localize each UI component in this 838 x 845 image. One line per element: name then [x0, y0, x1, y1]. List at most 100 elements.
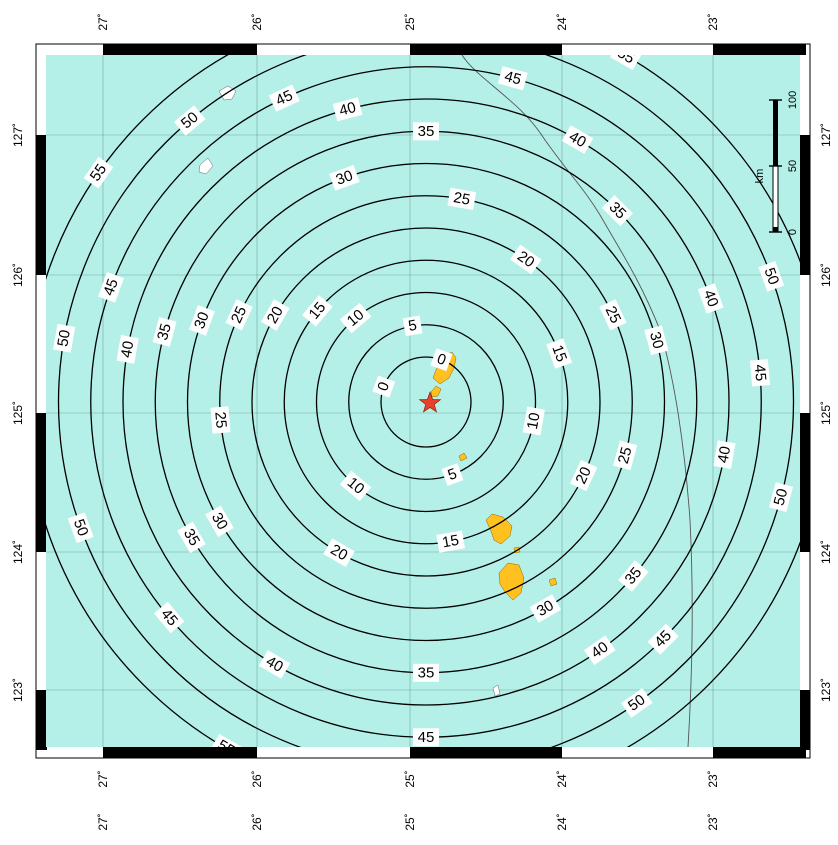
contour-label: 40 [258, 650, 291, 679]
white-island-3 [492, 684, 501, 697]
contour-label: 0 [430, 348, 453, 372]
right-tick-label: 123˚ [819, 678, 833, 702]
contour-label: 10 [522, 406, 545, 436]
bottom-tick-label: 24˚ [555, 770, 569, 787]
right-tick-label: 125˚ [819, 401, 833, 425]
frame-segment [103, 747, 257, 758]
frame-segment [410, 747, 562, 758]
contour-5 [348, 324, 504, 480]
contour-50 [57, 55, 795, 747]
contour-label-text: 40 [588, 638, 611, 661]
contour-label-text: 25 [452, 189, 471, 209]
contour-label-text: 40 [700, 288, 722, 309]
contour-label: 50 [67, 512, 94, 543]
top-tick-label: 23˚ [706, 13, 720, 30]
contour-label: 40 [332, 97, 363, 122]
contour-label-text: 15 [441, 532, 460, 552]
contour-label-text: 20 [572, 464, 594, 486]
contour-label: 50 [620, 688, 653, 718]
contour-labels: 0055101010151515202020202525252525303030… [52, 55, 794, 800]
contour-label: 55 [515, 776, 545, 800]
contour-label-text: 40 [715, 445, 735, 464]
contour-label-text: 40 [118, 340, 138, 359]
contour-label-text: 45 [503, 68, 524, 89]
left-tick-label: 124˚ [11, 540, 25, 564]
frame-segment [799, 413, 810, 552]
contour-label-text: 40 [337, 99, 358, 120]
contour-label: 30 [529, 594, 562, 623]
contour-label-text: 35 [418, 123, 435, 140]
contour-label: 15 [546, 338, 573, 369]
contour-label-text: 50 [70, 517, 92, 538]
scale-bar-segment [773, 100, 778, 166]
contour-label-text: 25 [615, 445, 636, 466]
right-tick-label: 124˚ [819, 540, 833, 564]
contour-label: 20 [570, 459, 598, 492]
contour-label-text: 25 [602, 304, 624, 326]
contour-label-text: 15 [548, 343, 570, 364]
right-tick-label: 126˚ [819, 263, 833, 287]
contour-label: 55 [210, 733, 242, 760]
contour-label: 50 [758, 261, 785, 292]
contour-label-text: 25 [228, 304, 250, 326]
island-south [498, 562, 525, 601]
contour-label-text: 5 [407, 317, 418, 335]
contour-40 [122, 98, 730, 706]
contour-label: 40 [697, 283, 724, 314]
tick-labels: 27˚ 26˚ 25˚ 24˚ 23˚ 27˚ 26˚ 25˚ 24˚ 23˚ 27˚ 26˚ 25˚ 2… [11, 13, 833, 830]
scale-bar-segment [772, 165, 779, 233]
contour-label-text: 30 [534, 597, 557, 620]
bottom-tick-label: 26˚ [250, 770, 264, 787]
contour-label: 45 [647, 623, 679, 655]
contour-label: 40 [116, 335, 139, 364]
contour-label: 45 [268, 84, 300, 112]
island-south-dot [548, 577, 558, 587]
contour-label-text: 45 [418, 729, 435, 746]
bottom-tick-label: 25˚ [403, 770, 417, 787]
contour-label: 5 [441, 463, 464, 486]
contour-label-text: 30 [646, 330, 667, 351]
contour-label-text: 20 [264, 304, 287, 327]
contour-label: 25 [613, 440, 638, 471]
contour-label-text: 45 [273, 87, 295, 109]
frame-segment [103, 44, 257, 55]
bottom-tick-label-2: 23˚ [706, 813, 720, 830]
contour-label-text: 50 [760, 266, 782, 287]
island-small [430, 385, 442, 398]
top-tick-label: 25˚ [403, 13, 417, 30]
contour-label-text: 55 [519, 778, 540, 799]
bottom-tick-label-2: 26˚ [250, 813, 264, 830]
contour-label-text: 50 [54, 329, 74, 348]
contour-label: 50 [174, 105, 206, 136]
contour-label-text: 20 [514, 248, 537, 271]
frame-segment [36, 690, 47, 750]
top-tick-label: 24˚ [555, 13, 569, 30]
contour-label: 55 [83, 156, 114, 189]
contour-label: 25 [210, 406, 231, 434]
star-icon [418, 391, 442, 413]
contour-label: 35 [177, 521, 206, 554]
contour-label: 35 [413, 122, 439, 141]
white-island-2 [198, 157, 214, 175]
contour-label: 45 [153, 601, 185, 634]
contour-label-text: 10 [524, 411, 544, 430]
island-middle [485, 513, 513, 545]
contour-label: 45 [98, 272, 124, 303]
contour-label: 5 [402, 315, 423, 337]
contour-label: 20 [509, 244, 542, 275]
contour-label: 40 [583, 635, 616, 666]
frame-segment [36, 135, 47, 275]
contour-label-text: 20 [328, 541, 351, 564]
left-tick-label: 126˚ [11, 263, 25, 287]
scale-label: 100 [787, 91, 799, 109]
frame-segment [410, 44, 562, 55]
contour-20 [251, 227, 601, 577]
frame-segment [713, 44, 806, 55]
contour-label-text: 35 [418, 664, 435, 681]
contour-0 [380, 356, 472, 448]
contour-label-text: 55 [215, 737, 238, 760]
scale-label: 0 [787, 229, 799, 235]
bottom-tick-label: 23˚ [706, 770, 720, 787]
top-tick-label: 27˚ [96, 13, 110, 30]
contour-label: 15 [436, 530, 465, 553]
